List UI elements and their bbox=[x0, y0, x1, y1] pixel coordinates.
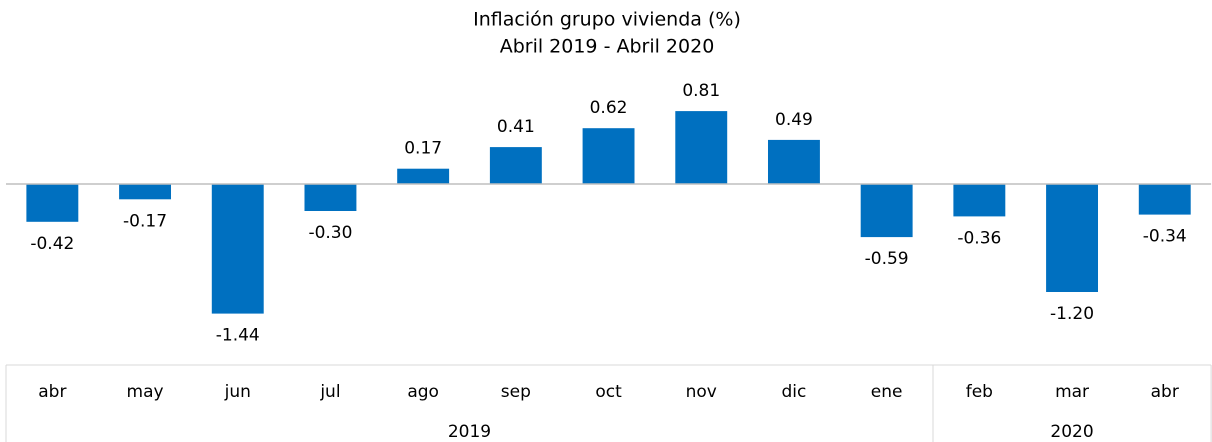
x-tick-label: feb bbox=[966, 382, 993, 402]
bar bbox=[211, 184, 264, 314]
x-tick-label: dic bbox=[782, 382, 807, 402]
bar bbox=[26, 184, 79, 222]
data-label: -0.34 bbox=[1143, 227, 1187, 247]
x-tick-label: abr bbox=[38, 382, 66, 402]
x-tick-label: ene bbox=[871, 382, 903, 402]
bar bbox=[860, 184, 913, 238]
data-label: 0.81 bbox=[682, 81, 720, 101]
bar bbox=[1138, 184, 1191, 215]
data-label: -0.59 bbox=[865, 249, 909, 269]
bar bbox=[953, 184, 1006, 217]
x-tick-label: mar bbox=[1055, 382, 1089, 402]
bar bbox=[397, 168, 450, 184]
x-tick-label: abr bbox=[1151, 382, 1179, 402]
x-tick-label: jun bbox=[224, 382, 251, 402]
x-tick-label: ago bbox=[407, 382, 439, 402]
bar bbox=[1046, 184, 1099, 292]
data-label: -1.44 bbox=[216, 326, 260, 346]
year-label: 2019 bbox=[448, 422, 491, 442]
data-label: 0.49 bbox=[775, 110, 813, 130]
year-label: 2020 bbox=[1050, 422, 1093, 442]
x-tick-label: nov bbox=[686, 382, 717, 402]
chart-title: Inflación grupo vivienda (%) bbox=[473, 9, 741, 31]
data-label: -1.20 bbox=[1050, 304, 1094, 324]
bar bbox=[675, 111, 728, 184]
data-label: 0.41 bbox=[497, 117, 535, 137]
bar bbox=[489, 147, 542, 184]
chart-subtitle: Abril 2019 - Abril 2020 bbox=[500, 36, 715, 58]
x-tick-label: oct bbox=[595, 382, 622, 402]
bar bbox=[767, 139, 820, 184]
bar bbox=[304, 184, 357, 211]
bar bbox=[119, 184, 172, 200]
data-label: -0.36 bbox=[957, 228, 1001, 248]
x-tick-label: jul bbox=[319, 382, 340, 402]
data-label: -0.17 bbox=[123, 211, 167, 231]
x-tick-label: may bbox=[127, 382, 164, 402]
bar bbox=[582, 128, 635, 184]
data-label: 0.62 bbox=[590, 98, 628, 118]
data-label: 0.17 bbox=[404, 139, 442, 159]
x-tick-label: sep bbox=[501, 382, 531, 402]
data-label: -0.30 bbox=[308, 223, 352, 243]
data-label: -0.42 bbox=[30, 234, 74, 254]
